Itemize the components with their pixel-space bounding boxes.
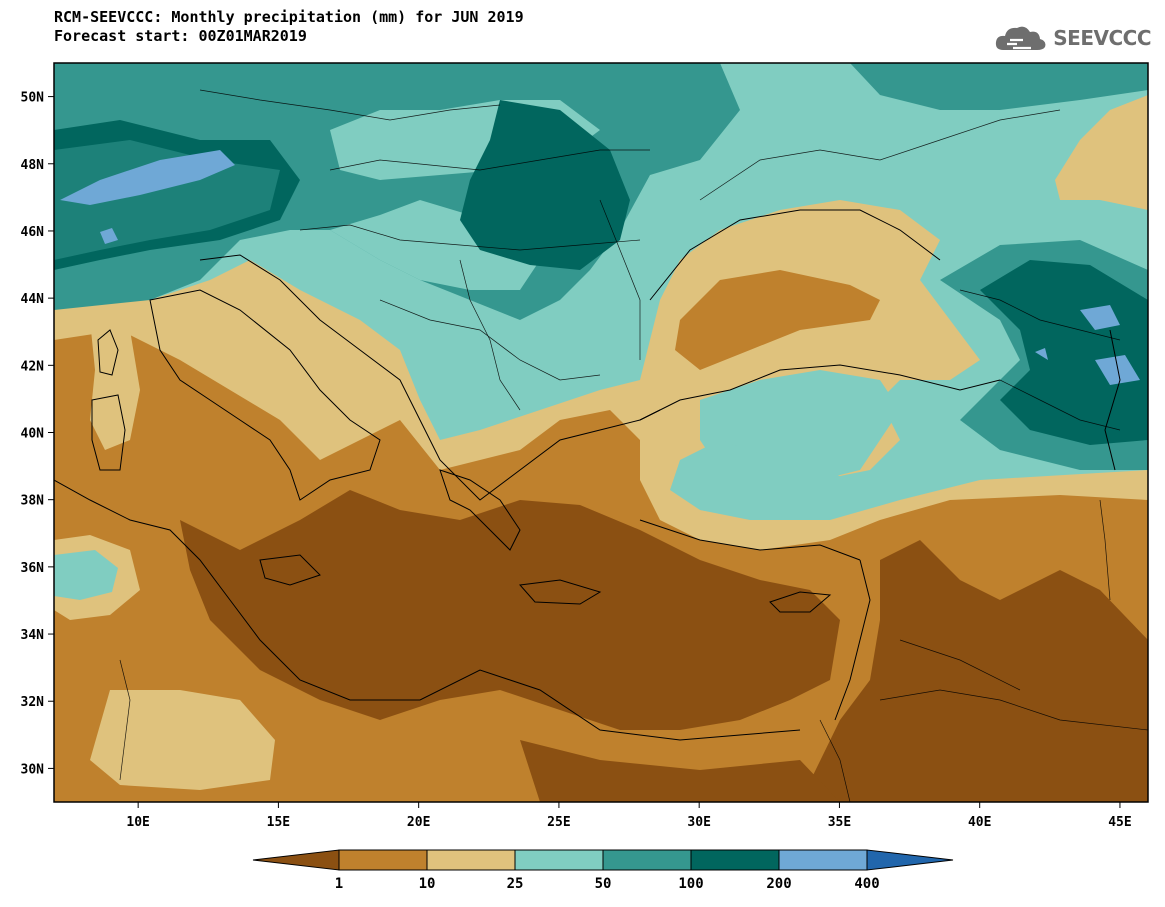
seevccc-logo: SEEVCCC [993, 22, 1151, 54]
precipitation-field [54, 63, 1148, 802]
y-tick-label: 30N [21, 762, 45, 777]
logo-text: SEEVCCC [1053, 26, 1151, 50]
coastlines [54, 209, 1121, 741]
colorbar-segment [426, 849, 516, 871]
y-tick-label: 38N [21, 494, 45, 509]
y-tick-label: 44N [21, 292, 45, 307]
colorbar-segment [602, 849, 692, 871]
x-tick-label: 25E [547, 815, 570, 830]
x-tick-label: 30E [687, 815, 710, 830]
colorbar-level-label: 50 [595, 876, 612, 892]
x-tick-label: 20E [407, 815, 430, 830]
x-tick-label: 35E [828, 815, 851, 830]
y-tick-label: 34N [21, 628, 45, 643]
colorbar-segment [514, 849, 604, 871]
colorbar-level-label: 100 [678, 876, 703, 892]
colorbar-level-label: 10 [419, 876, 436, 892]
colorbar-legend: 1 10 25 50 100 200 400 [252, 849, 954, 892]
colorbar-min-arrow [252, 849, 340, 871]
x-tick-label: 40E [968, 815, 991, 830]
colorbar-level-label: 400 [854, 876, 879, 892]
x-tick-label: 10E [126, 815, 149, 830]
y-tick-label: 36N [21, 561, 45, 576]
colorbar-segment [778, 849, 868, 871]
y-tick-label: 46N [21, 225, 45, 240]
colorbar-level-label: 25 [507, 876, 524, 892]
cloud-logo-icon [996, 26, 1046, 50]
x-tick-label: 45E [1108, 815, 1131, 830]
colorbar-max-arrow [866, 849, 954, 871]
y-tick-label: 32N [21, 695, 45, 710]
colorbar-segment [690, 849, 780, 871]
colorbar-level-label: 200 [766, 876, 791, 892]
forecast-start-label: Forecast start: 00Z01MAR2019 [54, 27, 307, 45]
colorbar-level-label: 1 [335, 876, 343, 892]
y-axis-ticks: 50N 48N 46N 44N 42N 40N 38N 36N 34N 32N 30N [21, 91, 54, 777]
x-axis-ticks: 10E 15E 20E 25E 30E 35E 40E 45E [126, 802, 1132, 830]
country-borders [119, 89, 1148, 802]
map-title: RCM-SEEVCCC: Monthly precipitation (mm) … [54, 8, 524, 26]
x-tick-label: 15E [267, 815, 290, 830]
y-tick-label: 48N [21, 158, 45, 173]
y-tick-label: 40N [21, 427, 45, 442]
y-tick-label: 50N [21, 91, 45, 106]
y-tick-label: 42N [21, 359, 45, 374]
colorbar-segment [338, 849, 428, 871]
